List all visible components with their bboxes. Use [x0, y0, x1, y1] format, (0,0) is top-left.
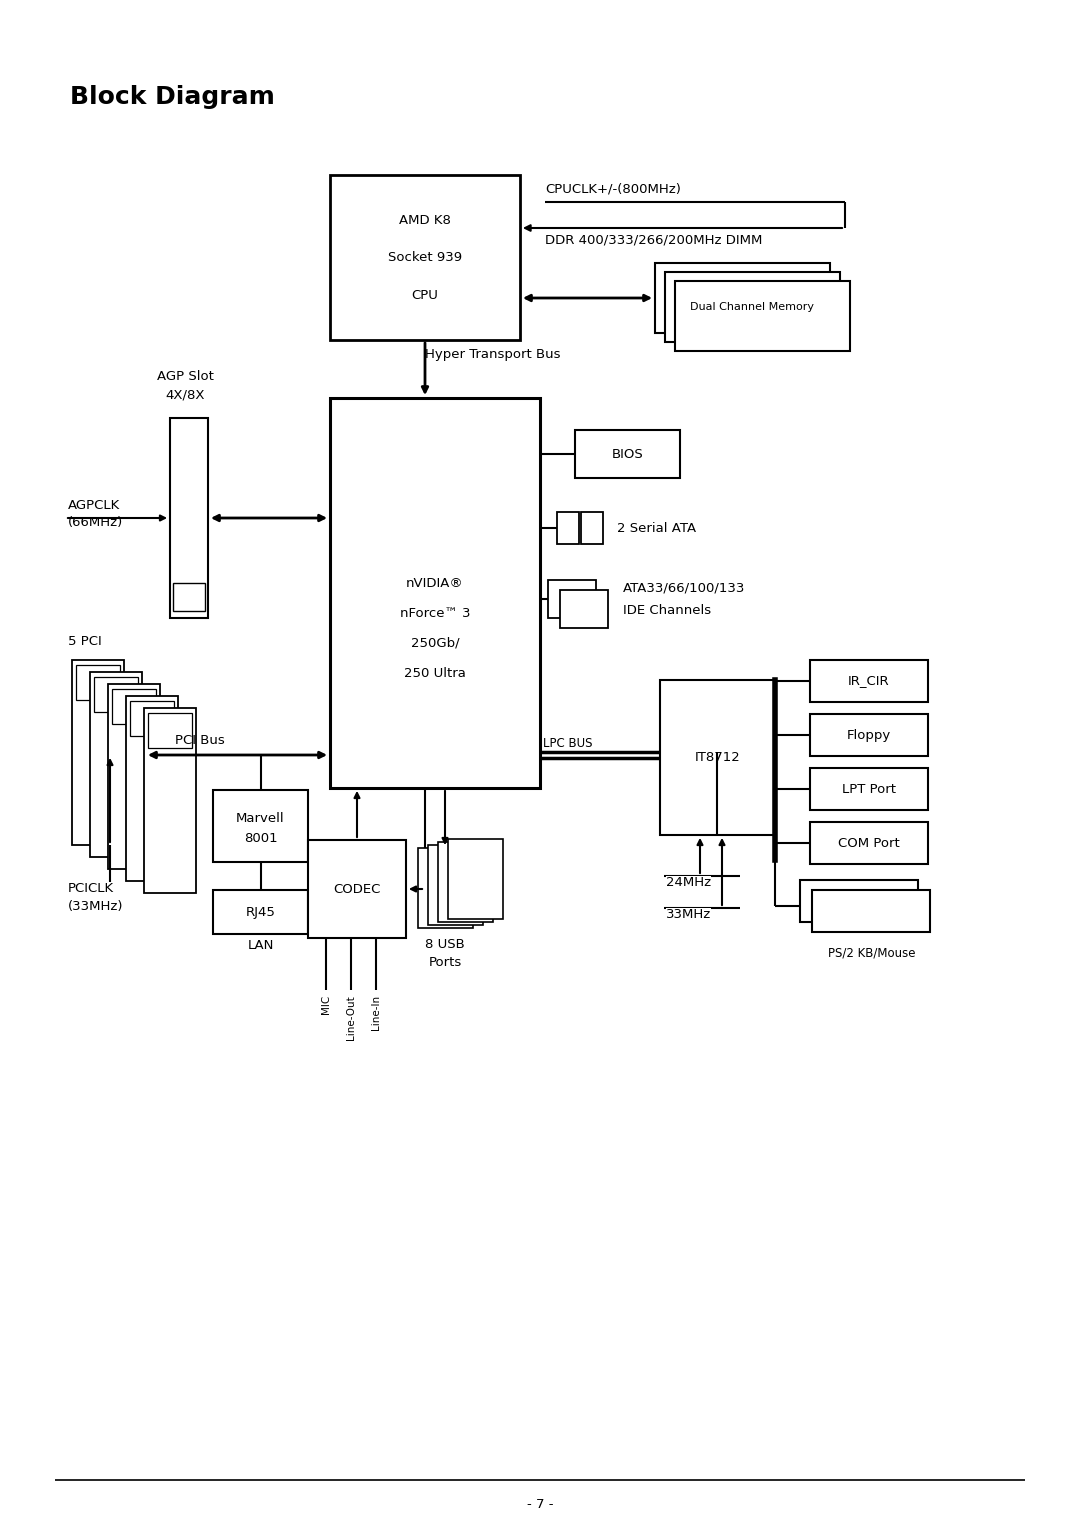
Bar	[812, 890, 930, 931]
Text: Line-In: Line-In	[372, 994, 381, 1030]
Bar	[173, 584, 205, 611]
Text: 33MHz: 33MHz	[666, 908, 712, 921]
Text: 250 Ultra: 250 Ultra	[404, 666, 465, 680]
Bar	[308, 840, 406, 938]
Text: (66MHz): (66MHz)	[68, 515, 123, 529]
Bar	[330, 175, 519, 340]
Bar	[170, 418, 208, 617]
Text: Marvell: Marvell	[237, 812, 285, 824]
Bar	[810, 768, 928, 810]
Text: LPT Port: LPT Port	[842, 783, 896, 795]
Bar	[665, 273, 840, 342]
Bar	[575, 430, 680, 478]
Text: AGPCLK: AGPCLK	[68, 498, 120, 512]
Text: PCI Bus: PCI Bus	[175, 734, 225, 746]
Bar	[581, 512, 603, 544]
Text: (33MHz): (33MHz)	[68, 899, 123, 913]
Text: 2 Serial ATA: 2 Serial ATA	[617, 521, 697, 535]
Text: BIOS: BIOS	[611, 447, 644, 461]
Text: Floppy: Floppy	[847, 729, 891, 741]
Bar	[108, 683, 160, 869]
Text: COM Port: COM Port	[838, 836, 900, 850]
Bar	[213, 791, 308, 863]
Text: RJ45: RJ45	[245, 905, 275, 919]
Text: Hyper Transport Bus: Hyper Transport Bus	[426, 348, 561, 362]
Text: 24MHz: 24MHz	[666, 876, 711, 889]
Text: Socket 939: Socket 939	[388, 251, 462, 264]
Text: - 7 -: - 7 -	[527, 1498, 553, 1511]
Text: nVIDIA®: nVIDIA®	[406, 576, 464, 590]
Bar	[213, 890, 308, 935]
Text: AGP Slot: AGP Slot	[157, 371, 214, 383]
Text: IDE Channels: IDE Channels	[623, 604, 711, 616]
Bar	[660, 680, 775, 835]
Text: Dual Channel Memory: Dual Channel Memory	[690, 302, 814, 313]
Bar	[448, 840, 503, 919]
Text: 4X/8X: 4X/8X	[165, 388, 205, 401]
Text: CODEC: CODEC	[334, 882, 380, 896]
Text: nForce™ 3: nForce™ 3	[400, 607, 470, 619]
Text: 8 USB: 8 USB	[426, 938, 464, 951]
Bar	[675, 280, 850, 351]
Text: IT8712: IT8712	[694, 751, 741, 764]
Text: CPUCLK+/-(800MHz): CPUCLK+/-(800MHz)	[545, 182, 680, 195]
Bar	[90, 673, 141, 856]
Bar	[428, 846, 483, 925]
Bar	[548, 581, 596, 617]
Text: 5 PCI: 5 PCI	[68, 634, 102, 648]
Bar	[76, 665, 120, 700]
Bar	[130, 702, 174, 735]
Text: MIC: MIC	[321, 994, 330, 1014]
Bar	[800, 879, 918, 922]
Text: Ports: Ports	[429, 956, 461, 970]
Bar	[144, 708, 195, 893]
Text: CPU: CPU	[411, 288, 438, 302]
Bar	[557, 512, 579, 544]
Text: IR_CIR: IR_CIR	[848, 674, 890, 688]
Bar	[418, 849, 473, 928]
Text: DDR 400/333/266/200MHz DIMM: DDR 400/333/266/200MHz DIMM	[545, 233, 762, 247]
Bar	[561, 590, 608, 628]
Bar	[810, 660, 928, 702]
Text: ATA33/66/100/133: ATA33/66/100/133	[623, 582, 745, 594]
Text: LAN: LAN	[247, 939, 273, 951]
Bar	[810, 823, 928, 864]
Bar	[148, 712, 192, 748]
Text: 8001: 8001	[244, 832, 278, 844]
Text: LPC BUS: LPC BUS	[543, 737, 593, 751]
Bar	[330, 398, 540, 787]
Text: Block Diagram: Block Diagram	[70, 84, 275, 109]
Bar	[94, 677, 138, 712]
Bar	[112, 689, 156, 725]
Bar	[72, 660, 124, 846]
Bar	[126, 696, 178, 881]
Bar	[438, 843, 492, 922]
Text: AMD K8: AMD K8	[400, 213, 451, 227]
Bar	[654, 264, 831, 332]
Bar	[810, 714, 928, 755]
Text: 250Gb/: 250Gb/	[410, 636, 459, 650]
Text: PCICLK: PCICLK	[68, 882, 114, 895]
Text: Line-Out: Line-Out	[346, 994, 356, 1040]
Text: PS/2 KB/Mouse: PS/2 KB/Mouse	[828, 945, 916, 959]
